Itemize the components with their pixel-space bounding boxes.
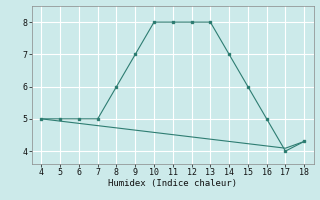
X-axis label: Humidex (Indice chaleur): Humidex (Indice chaleur): [108, 179, 237, 188]
